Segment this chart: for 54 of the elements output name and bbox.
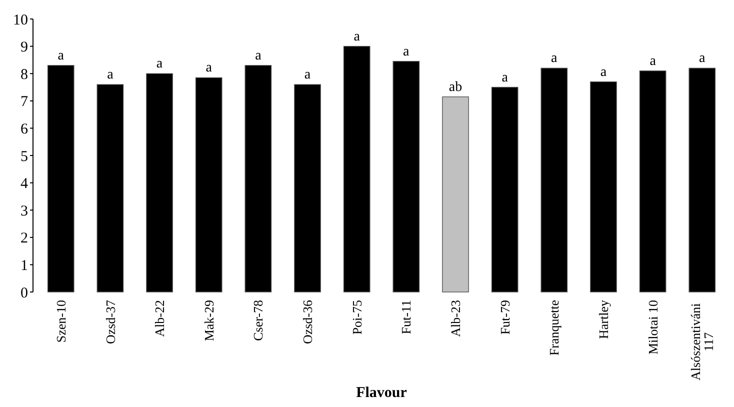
y-tick-label: 7 — [20, 94, 28, 110]
annotation: a — [551, 51, 558, 66]
bar — [47, 65, 74, 292]
annotation: a — [58, 48, 65, 64]
x-tick-label: Fut-11 — [398, 300, 414, 334]
x-tick-label: Hartley — [596, 300, 612, 339]
y-tick-label: 9 — [20, 40, 28, 56]
annotation: a — [206, 60, 213, 76]
y-tick-label: 1 — [20, 258, 28, 274]
x-tick-label: Franquette — [546, 300, 562, 356]
annotation: a — [502, 70, 509, 86]
bar — [639, 70, 666, 292]
bar — [244, 65, 272, 292]
bar — [146, 73, 173, 292]
bar — [343, 46, 370, 292]
annotation: a — [354, 29, 361, 44]
y-tick-label: 3 — [20, 203, 28, 220]
x-tick-label: Fut-79 — [497, 300, 512, 335]
bar — [392, 60, 420, 292]
annotation: a — [255, 48, 262, 64]
x-tick-label: Alsószentiváni 117 — [688, 302, 716, 380]
annotation: a — [600, 64, 608, 80]
annotation: a — [156, 56, 164, 72]
annotation: a — [650, 54, 657, 69]
bar — [442, 96, 469, 292]
annotation: a — [699, 51, 706, 66]
annotation: a — [403, 44, 410, 60]
x-tick-label: Alb-22 — [152, 300, 168, 337]
bar — [96, 84, 124, 292]
x-tick-label: Poi-75 — [349, 300, 364, 335]
x-tick-label: Ozsd-37 — [102, 300, 118, 344]
y-tick-label: 2 — [20, 230, 28, 247]
y-tick-label: 10 — [13, 12, 28, 28]
annotation: a — [107, 68, 114, 83]
x-tick-label: Mak-29 — [201, 300, 216, 342]
x-tick-label: Szen-10 — [53, 300, 68, 343]
bar — [688, 68, 716, 292]
x-axis-title: Flavour — [356, 385, 408, 401]
annotation: ab — [448, 80, 462, 95]
bar — [540, 68, 568, 292]
bar — [294, 84, 321, 292]
x-tick-label: Ozsd-36 — [300, 300, 316, 344]
x-tick-label: Milotai 10 — [645, 300, 660, 355]
annotation: a — [304, 68, 312, 83]
y-tick-label: 5 — [20, 148, 28, 165]
y-tick-label: 4 — [20, 176, 28, 192]
bar — [590, 81, 617, 292]
y-tick-label: 0 — [20, 285, 28, 302]
x-tick-label: Alb-23 — [448, 300, 464, 337]
y-tick-label: 8 — [20, 66, 28, 83]
bar — [491, 86, 518, 292]
bar — [195, 77, 222, 292]
y-tick-label: 6 — [20, 121, 28, 138]
x-tick-label: Cser-78 — [250, 300, 266, 341]
